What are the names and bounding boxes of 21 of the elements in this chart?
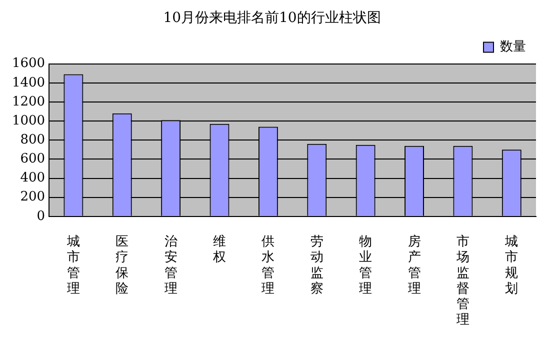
x-tick-label: 城市规划 bbox=[504, 234, 518, 296]
y-tick-label: 400 bbox=[20, 170, 46, 186]
y-tick-label: 1600 bbox=[12, 56, 46, 72]
x-tick-label: 医疗保险 bbox=[116, 234, 129, 296]
x-tick-label: 治安管理 bbox=[164, 234, 178, 296]
x-tick-label: 供水管理 bbox=[262, 234, 275, 296]
y-tick-label: 600 bbox=[20, 152, 46, 167]
legend-label: 数量 bbox=[500, 40, 526, 55]
x-tick-label: 物业管理 bbox=[359, 234, 372, 296]
y-tick-label: 0 bbox=[36, 208, 46, 224]
x-tick-label: 劳动监察 bbox=[310, 234, 324, 296]
chart-title: 10月份来电排名前10的行业柱状图 bbox=[163, 10, 381, 26]
y-tick-label: 800 bbox=[20, 132, 46, 148]
x-tick-label: 市场监督管理 bbox=[455, 234, 470, 328]
y-tick-label: 200 bbox=[20, 190, 46, 205]
x-tick-label: 房产管理 bbox=[408, 234, 421, 296]
y-tick-label: 1200 bbox=[12, 94, 46, 110]
x-tick-label: 城市管理 bbox=[66, 234, 80, 296]
y-tick-label: 1000 bbox=[12, 113, 46, 128]
x-tick-label: 维权 bbox=[212, 234, 226, 266]
y-tick-label: 1400 bbox=[12, 75, 46, 90]
